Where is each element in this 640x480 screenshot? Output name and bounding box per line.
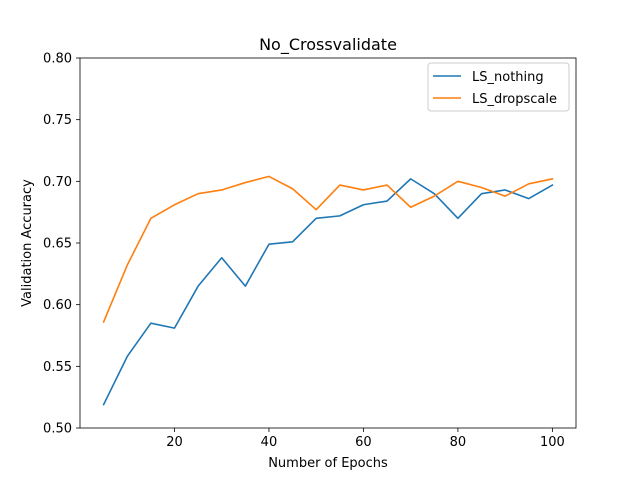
y-tick-label: 0.60 (43, 298, 72, 313)
plot-frame (79, 57, 577, 429)
y-tick-label: 0.75 (43, 113, 72, 128)
y-tick-label: 0.50 (43, 422, 72, 437)
x-axis-label: Number of Epochs (268, 456, 388, 471)
y-tick-label: 0.65 (43, 237, 72, 252)
x-tick-label: 40 (261, 435, 278, 450)
legend-label: LS_dropscale (472, 92, 557, 107)
legend: LS_nothing LS_dropscale (427, 62, 570, 112)
x-tick-label: 80 (450, 435, 467, 450)
series-lines (102, 175, 554, 406)
series-line-ls-nothing (102, 178, 554, 406)
y-tick-label: 0.55 (43, 360, 72, 375)
series-line-ls-dropscale (102, 175, 554, 323)
legend-label: LS_nothing (472, 70, 544, 85)
x-tick-label: 20 (166, 435, 183, 450)
x-tick-label: 60 (355, 435, 372, 450)
y-tick-label: 0.80 (43, 52, 72, 67)
y-axis-label: Validation Accuracy (20, 179, 35, 307)
axes (79, 57, 577, 429)
y-tick-label: 0.70 (43, 175, 72, 190)
chart-title: No_Crossvalidate (259, 35, 397, 55)
ticks: 20 40 60 80 100 0.50 0.55 0.60 0.65 0.70 0.75 0.80 (43, 52, 565, 451)
x-tick-label: 100 (540, 435, 565, 450)
legend-box (427, 62, 570, 112)
